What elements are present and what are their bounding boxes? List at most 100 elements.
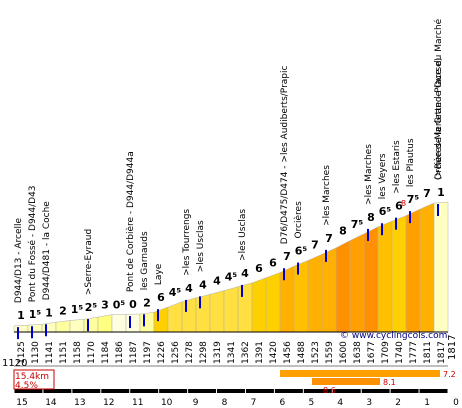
distance-tick-label: 10	[161, 398, 173, 408]
segment-gradient: 7⁵	[351, 218, 364, 231]
profile-segment	[97, 314, 113, 333]
segment-gradient: 8	[367, 211, 375, 224]
steepest-value: 8.1	[383, 378, 396, 387]
distance-tick-label: 8	[222, 398, 228, 408]
steepest-sections: 7.2 8.1 8.6	[280, 370, 456, 395]
segment-gradient: 4	[213, 275, 221, 288]
segment-altitude: 1777	[409, 341, 419, 364]
steepest-value: 7.2	[443, 370, 456, 379]
distance-tick-label: 5	[308, 398, 314, 408]
segment-altitude: 1187	[129, 341, 139, 364]
place-label: D944/D481 - la Coche	[42, 201, 52, 301]
segment-gradient: 2⁵	[85, 301, 98, 314]
steepest-value: 8.6	[323, 386, 336, 395]
segment-gradient: 6	[157, 291, 165, 304]
altitude-labels: 1125 1130 1141 1151 1158 1170 1184 1186 1187 1197…	[14, 341, 448, 367]
segment-gradient: 1	[437, 186, 445, 199]
place-label: les Garnauds	[140, 231, 150, 290]
profile-segment	[349, 233, 365, 333]
segment-altitude: 1186	[115, 341, 125, 364]
stats-box	[13, 369, 55, 390]
profile-segment	[363, 226, 379, 333]
place-label: Orcières	[293, 201, 304, 239]
segment-gradient: 7	[325, 232, 333, 245]
segment-gradient: 4⁵	[225, 271, 238, 284]
distance-tick-label: 7	[251, 398, 257, 408]
profile-segment	[55, 320, 71, 333]
profile-segment	[223, 286, 239, 333]
profile-segment	[111, 314, 127, 333]
segment-gradient: 4	[241, 267, 249, 280]
segment-altitude: 1278	[185, 341, 195, 364]
segment-altitude: 1298	[199, 341, 209, 364]
place-label: les Plautus	[406, 138, 416, 187]
segment-gradient: 1	[17, 309, 25, 322]
place-label: les Veyers	[378, 153, 388, 199]
place-label: D944/D13 - Arcelle	[14, 217, 24, 303]
segment-gradient: 6	[269, 257, 277, 270]
segment-altitude: 1600	[339, 341, 349, 364]
segment-altitude: 1488	[297, 341, 307, 364]
profile-segment	[377, 220, 393, 333]
place-label: Pont du Fossé - D944/D43	[27, 185, 38, 302]
segment-altitude: 1184	[101, 341, 111, 364]
segment-gradient: 6	[255, 262, 263, 275]
segment-altitude: 1740	[395, 341, 405, 364]
distance-tick-label: 12	[103, 398, 114, 408]
segment-altitude: 1130	[31, 341, 41, 364]
distance-tick-label: 0	[453, 398, 459, 408]
stats-avg-grade: 4.5%	[15, 381, 38, 391]
segment-gradient: 4⁵	[169, 286, 182, 299]
profile-segment	[125, 313, 141, 333]
profile-area	[13, 201, 449, 333]
profile-segment	[405, 208, 421, 333]
segment-gradient: 6⁵	[379, 205, 392, 218]
profile-segment	[265, 272, 281, 333]
profile-segment	[209, 290, 225, 333]
segment-altitude: 1362	[241, 341, 251, 364]
distance-tick-label: 11	[132, 398, 143, 408]
profile-segment	[419, 202, 435, 333]
distance-tick-label: 1	[424, 398, 430, 408]
profile-segment	[307, 253, 323, 333]
profile-segment	[83, 316, 99, 333]
segment-gradient: 0⁵	[113, 298, 126, 311]
place-label: >les Marches	[322, 165, 332, 226]
profile-segment	[391, 215, 407, 333]
segment-gradient: 1	[45, 306, 53, 319]
profile-segment	[139, 312, 155, 333]
distance-tick-label: 13	[74, 398, 85, 408]
place-label: Laye	[154, 263, 164, 285]
steepest-bar	[280, 370, 440, 377]
profile-segment	[69, 318, 85, 333]
segment-altitude: 1141	[45, 341, 55, 364]
profile-segment	[237, 282, 253, 333]
segment-altitude: 1638	[353, 341, 363, 364]
end-altitude: 1817	[447, 335, 458, 360]
segment-altitude: 1709	[381, 341, 391, 364]
segment-altitude: 1151	[59, 341, 69, 364]
distance-tick-label: 4	[337, 398, 343, 408]
place-label: >Serre-Eyraud	[84, 229, 94, 295]
segment-gradient: 2	[143, 296, 151, 309]
segment-altitude: 1170	[87, 341, 97, 364]
segment-altitude: 1456	[283, 341, 293, 364]
segment-altitude: 1125	[17, 341, 27, 364]
segment-altitude: 1420	[269, 341, 279, 364]
distance-tick-label: 9	[193, 398, 199, 408]
peak-gradient-label: 8	[401, 199, 406, 208]
steepest-bar	[312, 378, 380, 385]
profile-segment	[167, 301, 183, 333]
segment-gradient: 1⁵	[29, 308, 42, 321]
segment-gradient: 0	[129, 298, 137, 311]
profile-segment	[195, 294, 211, 333]
profile-segment	[279, 265, 295, 333]
profile-segment	[433, 201, 449, 333]
profile-segment	[27, 323, 43, 333]
profile-segment	[41, 321, 57, 333]
segment-altitude: 1817	[437, 341, 447, 364]
segment-altitude: 1523	[311, 341, 321, 364]
place-label: >les Marches	[364, 144, 374, 205]
segment-gradient: 7⁵	[407, 193, 420, 206]
segment-gradient: 7	[283, 250, 291, 263]
